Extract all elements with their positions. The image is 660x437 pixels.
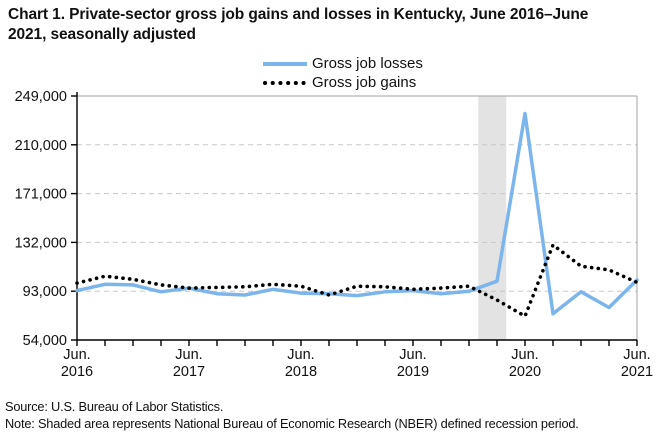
losses-line: [75, 111, 639, 316]
x-tick-month-label: Jun.: [623, 347, 650, 363]
x-tick-year-label: 2016: [61, 364, 93, 380]
x-tick-year-label: 2021: [621, 364, 653, 380]
losses-line-swatch: [263, 61, 307, 66]
x-tick-month-label: Jun.: [511, 347, 538, 363]
gains-dots-swatch: [263, 80, 308, 85]
legend: Gross job losses Gross job gains: [262, 54, 423, 92]
chart-title: Chart 1. Private-sector gross job gains …: [8, 6, 589, 43]
y-tick-label: 249,000: [15, 89, 67, 105]
legend-item-gains: Gross job gains: [262, 73, 423, 92]
x-tick-year-label: 2018: [285, 364, 317, 380]
gains-line: [75, 243, 639, 318]
x-tick-month-label: Jun.: [287, 347, 314, 363]
legend-item-losses: Gross job losses: [262, 54, 423, 73]
y-tick-label: 210,000: [15, 138, 67, 154]
x-tick-month-label: Jun.: [399, 347, 426, 363]
x-tick-year-label: 2020: [509, 364, 541, 380]
note-text: Note: Shaded area represents National Bu…: [5, 416, 579, 431]
x-tick-year-label: 2017: [173, 364, 205, 380]
y-tick-label: 93,000: [23, 284, 67, 300]
recession-band: [478, 96, 507, 340]
legend-label-gains: Gross job gains: [312, 74, 417, 91]
legend-label-losses: Gross job losses: [312, 55, 423, 72]
y-tick-label: 171,000: [15, 187, 67, 203]
y-tick-label: 54,000: [23, 333, 67, 349]
source-text: Source: U.S. Bureau of Labor Statistics.: [5, 399, 224, 414]
x-tick-year-label: 2019: [397, 364, 429, 380]
y-tick-label: 132,000: [15, 235, 67, 251]
x-tick-month-label: Jun.: [63, 347, 90, 363]
x-tick-month-label: Jun.: [175, 347, 202, 363]
